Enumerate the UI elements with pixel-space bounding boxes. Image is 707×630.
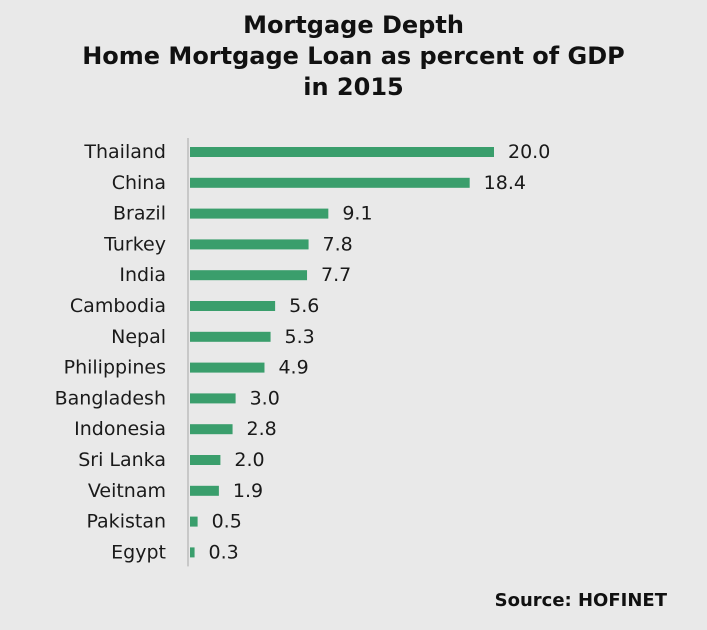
value-label: 4.9	[278, 357, 308, 379]
value-label: 20.0	[508, 141, 550, 163]
category-label: Brazil	[113, 203, 166, 225]
bar	[190, 301, 276, 311]
value-label: 7.8	[323, 233, 353, 255]
value-label: 2.8	[247, 418, 277, 440]
category-label: India	[119, 264, 166, 286]
bar	[190, 547, 195, 558]
value-label: 3.0	[250, 387, 280, 409]
value-label: 9.1	[342, 203, 372, 225]
value-label: 0.3	[209, 541, 239, 563]
title-line-1: Mortgage Depth	[243, 11, 464, 39]
source-note: Source: HOFINET	[494, 590, 667, 611]
chart-title: Mortgage Depth Home Mortgage Loan as per…	[0, 10, 707, 103]
category-label: Bangladesh	[55, 387, 166, 409]
category-label: Indonesia	[74, 418, 166, 440]
category-label: Egypt	[111, 541, 166, 563]
bar	[190, 270, 308, 281]
category-label: China	[112, 172, 166, 194]
bar	[190, 177, 470, 188]
bar	[190, 362, 265, 373]
bar	[190, 455, 221, 465]
category-label: Pakistan	[86, 511, 166, 533]
value-label: 1.9	[233, 480, 263, 502]
title-line-3: in 2015	[303, 73, 404, 101]
bar	[190, 424, 233, 435]
category-label: Thailand	[83, 141, 166, 163]
bar	[190, 485, 219, 496]
value-label: 18.4	[484, 172, 526, 194]
value-label: 5.6	[289, 295, 319, 317]
value-label: 5.3	[285, 326, 315, 348]
category-label: Veitnam	[88, 480, 166, 502]
value-label: 7.7	[321, 264, 351, 286]
title-line-2: Home Mortgage Loan as percent of GDP	[82, 42, 625, 70]
bar	[190, 516, 198, 527]
bar	[190, 147, 494, 157]
bar	[190, 331, 271, 342]
category-label: Turkey	[103, 233, 166, 255]
category-label: Sri Lanka	[78, 449, 166, 471]
category-label: Cambodia	[70, 295, 166, 317]
value-label: 2.0	[234, 449, 264, 471]
value-label: 0.5	[212, 511, 242, 533]
bar	[190, 239, 309, 250]
category-label: Philippines	[64, 357, 166, 379]
bar	[190, 393, 236, 404]
bar	[190, 208, 329, 219]
category-label: Nepal	[111, 326, 166, 348]
